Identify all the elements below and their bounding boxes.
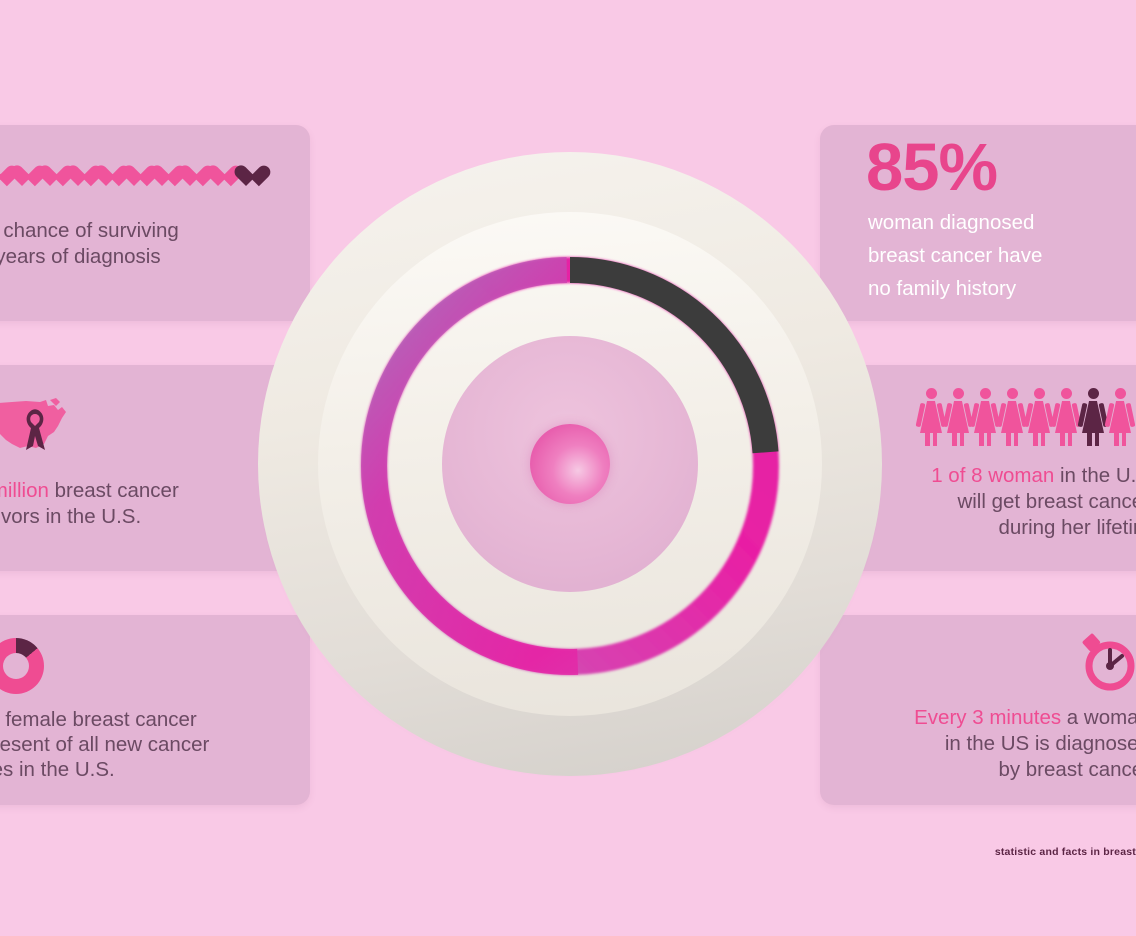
stat-oneineight-rest: in the U.S — [1059, 464, 1136, 487]
big-number-85: 85% — [866, 130, 998, 205]
stat-survivors-line2: urvivors in the U.S. — [0, 505, 142, 528]
stat-survival-line1: 0% chance of surviving — [0, 218, 179, 243]
donut-hole — [3, 653, 29, 679]
person-icon — [1023, 388, 1055, 446]
stat-family-line3: no family history — [868, 277, 1017, 300]
donut-chart-icon — [0, 638, 44, 694]
stat-survival-line2: ve years of diagnosis — [0, 245, 161, 268]
heart-icon — [94, 166, 118, 188]
stat-threemin-line2: in the US is diagnosed — [944, 732, 1136, 755]
footer-caption: statistic and facts in breast — [994, 846, 1136, 858]
heart-icon — [38, 166, 62, 188]
person-icon — [1050, 388, 1082, 446]
stat-newcases-rest: female breast cancer — [0, 708, 197, 731]
panel-every-three-minutes — [820, 615, 1136, 805]
gauge-core-inner — [530, 424, 610, 504]
stat-oneineight-line1: 1 of 8 woman in the U.S — [830, 463, 1136, 488]
stat-threemin-rest: a woman — [1066, 706, 1136, 729]
stat-survivors-line1: .8 million breast cancer — [0, 478, 179, 503]
stat-newcases-line2: epresent of all new cancer — [0, 733, 210, 756]
stat-oneineight-line3: during her lifetim — [998, 516, 1136, 539]
central-gauge-chart — [256, 142, 884, 776]
stat-family-line1: woman diagnosed — [868, 211, 1035, 234]
heart-icon — [150, 166, 174, 188]
heart-icon — [206, 166, 230, 188]
heart-icon — [122, 166, 146, 188]
us-map-ribbon-icon — [0, 396, 74, 458]
panel-survival-rate — [0, 125, 310, 321]
stat-family-line2: breast cancer have — [868, 244, 1043, 267]
stat-survival-rest: chance of surviving — [0, 219, 179, 242]
gauge-ring — [361, 257, 779, 675]
panel-no-family-history — [820, 125, 1136, 321]
person-icon — [915, 388, 947, 446]
stopwatch-icon — [1082, 630, 1136, 692]
stat-newcases-line1: 5% female breast cancer — [0, 707, 197, 732]
heart-icon — [178, 166, 202, 188]
heart-row-icon — [0, 166, 262, 188]
stat-threemin-line3: by breast cancer — [998, 758, 1136, 781]
stat-newcases-line3: ases in the U.S. — [0, 758, 115, 781]
heart-icon — [10, 166, 34, 188]
people-row-icon — [915, 388, 1136, 446]
stat-oneineight-value: 1 of 8 woman — [931, 464, 1055, 487]
heart-icon — [234, 166, 258, 188]
stat-oneineight-line2: will get breast cancer — [957, 490, 1136, 513]
person-icon — [969, 388, 1001, 446]
stat-threemin-value: Every 3 minutes — [914, 706, 1062, 729]
stat-survivors-rest: breast cancer — [48, 479, 179, 502]
heart-icon — [66, 166, 90, 188]
person-icon — [1077, 388, 1109, 446]
heart-icon — [0, 166, 6, 188]
stat-survivors-value: .8 million — [0, 479, 49, 502]
panel-new-cases — [0, 615, 310, 805]
stat-threemin-line1: Every 3 minutes a woman — [830, 705, 1136, 730]
person-icon — [942, 388, 974, 446]
person-icon — [996, 388, 1028, 446]
person-icon — [1104, 388, 1136, 446]
